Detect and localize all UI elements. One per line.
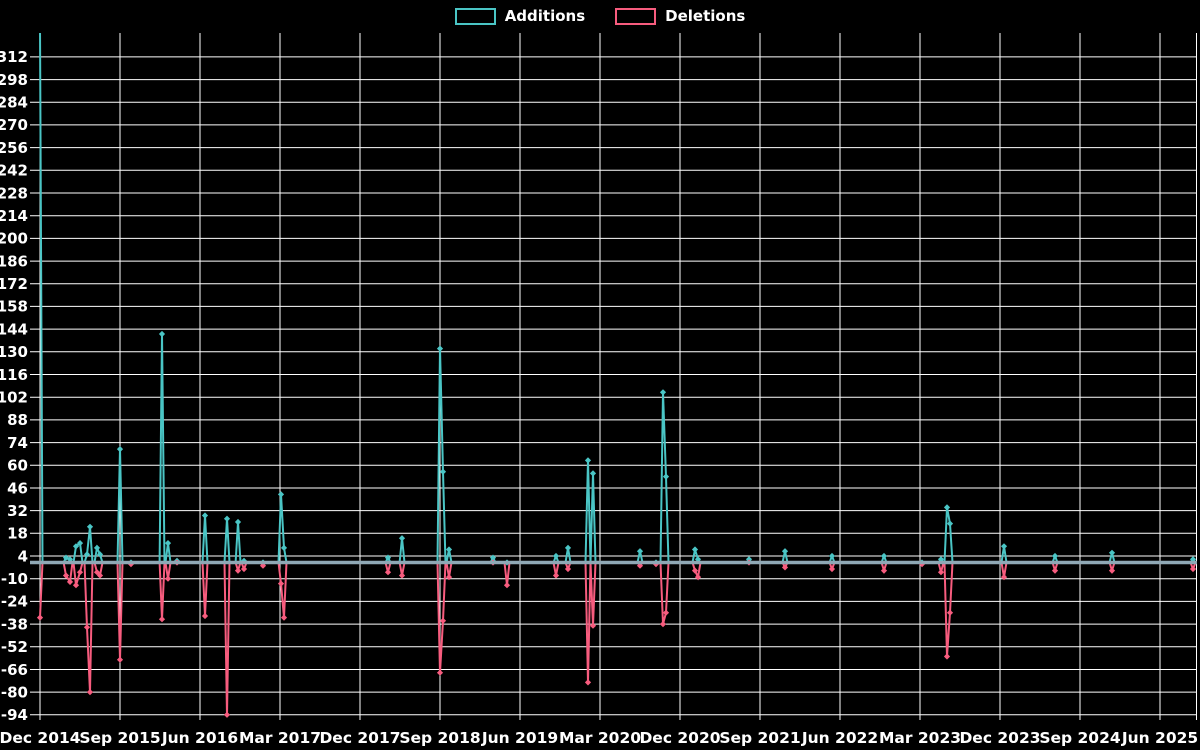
legend-label-deletions: Deletions [665, 7, 746, 25]
svg-text:172: 172 [0, 275, 28, 293]
svg-text:-38: -38 [1, 615, 28, 633]
svg-text:130: 130 [0, 343, 28, 361]
svg-text:Jun 2022: Jun 2022 [801, 729, 878, 747]
svg-text:228: 228 [0, 184, 28, 202]
legend: Additions Deletions [0, 7, 1200, 25]
svg-text:Sep 2024: Sep 2024 [1039, 729, 1121, 747]
svg-text:284: 284 [0, 94, 28, 112]
svg-text:Jun 2016: Jun 2016 [161, 729, 238, 747]
svg-text:-52: -52 [1, 638, 28, 656]
svg-text:Mar 2017: Mar 2017 [239, 729, 321, 747]
svg-text:Sep 2015: Sep 2015 [79, 729, 160, 747]
svg-text:270: 270 [0, 116, 28, 134]
y-axis-labels: 312 298 284 270 256 242 228 214 200 186 172 158 144 1… [0, 48, 28, 724]
svg-text:-66: -66 [1, 661, 28, 679]
svg-text:Jun 2019: Jun 2019 [481, 729, 558, 747]
svg-text:298: 298 [0, 71, 28, 89]
svg-text:-80: -80 [1, 683, 28, 701]
svg-text:88: 88 [7, 411, 28, 429]
svg-text:-24: -24 [1, 593, 28, 611]
svg-text:312: 312 [0, 48, 28, 66]
legend-swatch-additions [454, 7, 496, 25]
svg-text:Dec 2020: Dec 2020 [639, 729, 720, 747]
svg-text:186: 186 [0, 252, 28, 270]
svg-text:Dec 2014: Dec 2014 [0, 729, 81, 747]
legend-item-additions[interactable]: Additions [454, 7, 586, 25]
svg-text:4: 4 [18, 547, 28, 565]
svg-text:242: 242 [0, 162, 28, 180]
svg-text:200: 200 [0, 230, 28, 248]
svg-text:-10: -10 [1, 570, 28, 588]
data-point-markers [36, 330, 1197, 718]
svg-text:74: 74 [7, 434, 28, 452]
svg-text:Dec 2023: Dec 2023 [959, 729, 1040, 747]
svg-text:102: 102 [0, 389, 28, 407]
svg-text:Jun 2025: Jun 2025 [1121, 729, 1198, 747]
svg-text:Mar 2020: Mar 2020 [559, 729, 641, 747]
legend-label-additions: Additions [504, 7, 586, 25]
svg-text:46: 46 [7, 479, 28, 497]
svg-text:256: 256 [0, 139, 28, 157]
svg-text:60: 60 [7, 457, 28, 475]
svg-text:Sep 2018: Sep 2018 [399, 729, 480, 747]
svg-text:214: 214 [0, 207, 28, 225]
series-line-additions [39, 33, 1197, 564]
svg-text:18: 18 [7, 525, 28, 543]
svg-text:144: 144 [0, 320, 28, 338]
svg-text:-94: -94 [1, 706, 28, 724]
svg-text:32: 32 [7, 502, 28, 520]
svg-text:Mar 2023: Mar 2023 [879, 729, 961, 747]
svg-text:Sep 2021: Sep 2021 [719, 729, 800, 747]
svg-text:158: 158 [0, 298, 28, 316]
legend-swatch-deletions [615, 7, 657, 25]
svg-text:Dec 2017: Dec 2017 [319, 729, 400, 747]
legend-item-deletions[interactable]: Deletions [615, 7, 745, 25]
svg-text:116: 116 [0, 366, 28, 384]
